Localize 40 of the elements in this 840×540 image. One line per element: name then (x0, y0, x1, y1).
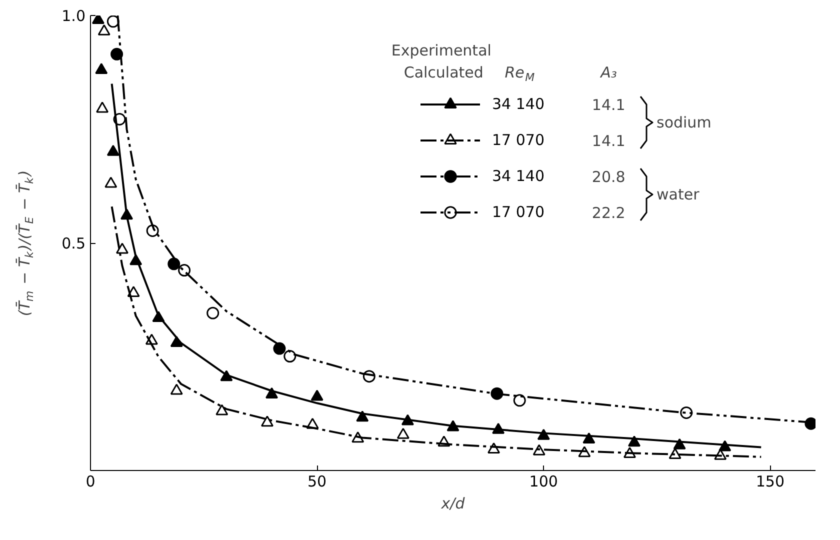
legend-label: 34 140 (492, 94, 544, 115)
annotation: 14.1 (592, 96, 626, 114)
point (106, 16, 120, 28)
x-tick-label: 0 (86, 472, 96, 490)
annotation: Calculated (404, 64, 484, 82)
point (95, 63, 108, 74)
legend-label: 17 070 (492, 202, 544, 223)
x-tick-label: 150 (756, 472, 785, 490)
annotation: water (656, 186, 700, 204)
y-tick-label: 0.5 (62, 234, 86, 252)
annotation: 20.8 (592, 168, 626, 186)
point (98, 24, 110, 36)
text: (T̄m − T̄k)/(T̄E − T̄k) (16, 170, 36, 316)
point (206, 306, 220, 320)
x-tick-label: 50 (308, 472, 327, 490)
y-tick-label: 1.0 (62, 7, 86, 25)
annotation: 14.1 (592, 132, 626, 150)
point (106, 144, 120, 156)
annotation: Experimental (391, 42, 492, 60)
point (310, 390, 324, 401)
legend-label: 17 070 (492, 130, 544, 151)
point (284, 350, 296, 363)
point (396, 428, 410, 439)
line-series (110, 206, 762, 458)
point (513, 394, 526, 407)
point (168, 258, 180, 270)
point (96, 102, 109, 113)
x-axis-title: x/d (440, 494, 466, 512)
point (216, 404, 228, 416)
point (170, 384, 183, 395)
legend-label: 34 140 (492, 166, 544, 187)
annotation: 22.2 (592, 204, 626, 222)
point (273, 342, 286, 355)
x-tick-label: 100 (529, 472, 558, 490)
line-series (110, 82, 762, 448)
point (104, 176, 118, 188)
point (260, 416, 274, 427)
annotation: sodium (656, 114, 712, 132)
point (116, 242, 128, 254)
annotation: A₃ (600, 64, 617, 82)
